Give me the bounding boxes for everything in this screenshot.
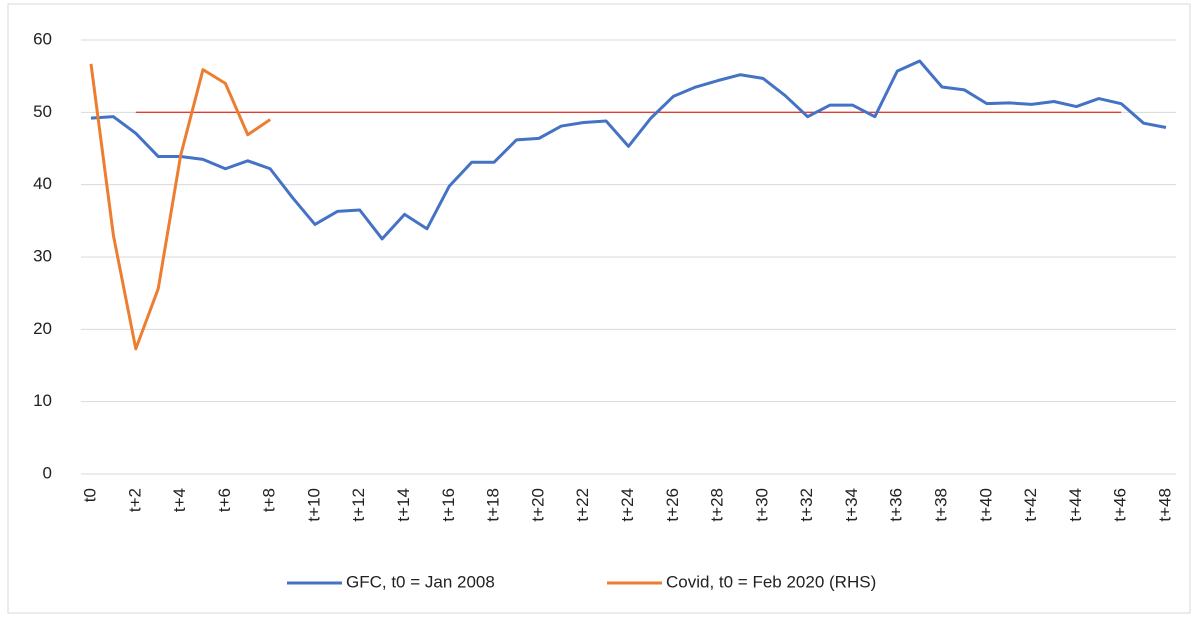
y-tick-label: 60: [33, 29, 52, 48]
x-tick-label: t+10: [304, 488, 323, 522]
y-tick-label: 30: [33, 246, 52, 265]
x-tick-label: t+12: [349, 488, 368, 522]
x-tick-label: t+20: [528, 488, 547, 522]
y-tick-label: 20: [33, 319, 52, 338]
x-tick-label: t+38: [932, 488, 951, 522]
x-tick-label: t+30: [752, 488, 771, 522]
y-tick-label: 0: [43, 463, 52, 482]
chart-frame: [7, 3, 1191, 614]
x-tick-label: t+16: [439, 488, 458, 522]
x-tick-label: t+46: [1111, 488, 1130, 522]
series-line: [90, 59, 1167, 241]
y-tick-label: 10: [33, 391, 52, 410]
x-tick-label: t+34: [842, 488, 861, 522]
x-tick-label: t+2: [125, 488, 144, 512]
x-tick-label: t+26: [663, 488, 682, 522]
series-line: [89, 63, 272, 351]
x-tick-label: t+36: [887, 488, 906, 522]
x-tick-label: t0: [80, 488, 99, 502]
x-tick-label: t+6: [215, 488, 234, 512]
x-tick-label: t+40: [976, 488, 995, 522]
x-tick-label: t+22: [573, 488, 592, 522]
x-tick-label: t+14: [394, 488, 413, 522]
y-tick-label: 50: [33, 102, 52, 121]
legend-label: Covid, t0 = Feb 2020 (RHS): [666, 572, 876, 591]
x-tick-label: t+4: [170, 488, 189, 512]
x-tick-label: t+28: [708, 488, 727, 522]
x-tick-label: t+8: [260, 488, 279, 512]
y-tick-label: 40: [33, 174, 52, 193]
x-tick-label: t+18: [484, 488, 503, 522]
legend-label: GFC, t0 = Jan 2008: [346, 572, 495, 591]
x-tick-label: t+42: [1021, 488, 1040, 522]
x-tick-label: t+24: [618, 488, 637, 522]
x-tick-label: t+48: [1155, 488, 1174, 522]
x-tick-label: t+32: [797, 488, 816, 522]
x-tick-label: t+44: [1066, 488, 1085, 522]
